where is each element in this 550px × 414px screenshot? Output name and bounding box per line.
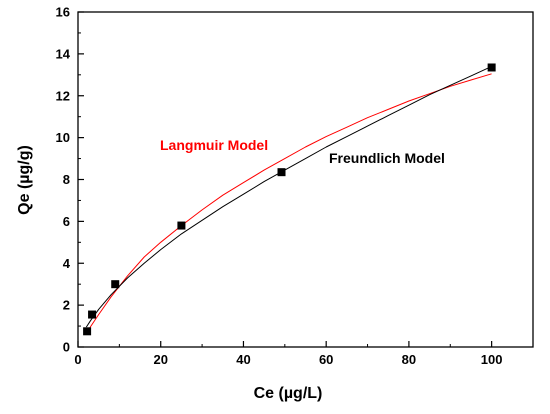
langmuir-model-curve [85, 73, 492, 334]
y-tick-label: 8 [63, 172, 70, 187]
annotation-langmuir: Langmuir Model [160, 137, 268, 153]
y-tick-label: 10 [56, 130, 70, 145]
data-point [88, 310, 97, 319]
data-point [277, 168, 286, 177]
y-tick-label: 4 [63, 256, 71, 271]
y-tick-label: 12 [56, 88, 70, 103]
plot-area: 0 20 40 60 80 100 0 2 4 6 8 10 12 14 16 [56, 5, 534, 367]
y-tick-label: 2 [63, 298, 70, 313]
data-points [83, 63, 496, 336]
model-curves [85, 65, 492, 334]
x-tick-label: 20 [153, 352, 167, 367]
y-axis-title: Qe (µg/g) [16, 145, 33, 215]
y-tick-label: 14 [56, 46, 71, 61]
annotation-freundlich: Freundlich Model [329, 150, 445, 166]
x-axis-ticks: 0 20 40 60 80 100 [74, 341, 502, 367]
x-tick-label: 40 [236, 352, 250, 367]
data-point [177, 221, 186, 230]
y-axis-ticks: 0 2 4 6 8 10 12 14 16 [56, 5, 84, 355]
y-tick-label: 16 [56, 5, 70, 20]
freundlich-model-curve [85, 65, 492, 328]
x-axis-title: Ce (µg/L) [254, 385, 323, 402]
x-tick-label: 60 [319, 352, 333, 367]
x-tick-label: 0 [74, 352, 81, 367]
x-tick-label: 100 [481, 352, 503, 367]
x-tick-label: 80 [402, 352, 416, 367]
plot-frame [77, 11, 534, 348]
y-tick-label: 0 [63, 340, 70, 355]
y-tick-label: 6 [63, 214, 70, 229]
data-point [83, 327, 92, 336]
data-point [487, 63, 496, 72]
data-point [111, 280, 120, 289]
